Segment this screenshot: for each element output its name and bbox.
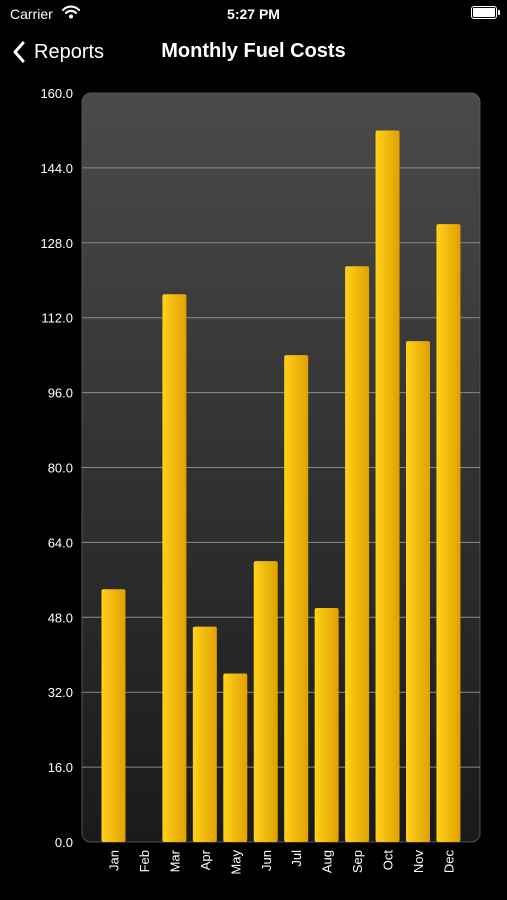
carrier-label: Carrier bbox=[10, 6, 53, 22]
bar-apr bbox=[192, 626, 217, 842]
x-tick-label-sep: Sep bbox=[350, 850, 365, 873]
y-tick-label: 128.0 bbox=[40, 236, 73, 251]
y-tick-label: 32.0 bbox=[48, 685, 73, 700]
battery-icon bbox=[471, 6, 500, 19]
x-tick-label-jun: Jun bbox=[259, 850, 274, 871]
x-tick-label-may: May bbox=[228, 850, 243, 875]
x-tick-label-jan: Jan bbox=[107, 850, 122, 871]
y-tick-label: 96.0 bbox=[48, 386, 73, 401]
x-tick-label-nov: Nov bbox=[411, 850, 426, 874]
y-tick-label: 80.0 bbox=[48, 461, 73, 476]
navigation-bar: Reports Monthly Fuel Costs bbox=[0, 30, 507, 74]
x-tick-label-dec: Dec bbox=[441, 850, 456, 874]
bar-jun bbox=[253, 561, 278, 842]
chevron-left-icon bbox=[13, 41, 25, 63]
bar-may bbox=[223, 673, 248, 842]
bar-aug bbox=[314, 607, 339, 842]
bar-mar bbox=[162, 294, 187, 842]
y-tick-label: 160.0 bbox=[40, 86, 73, 101]
bar-jul bbox=[284, 355, 309, 842]
bar-jan bbox=[101, 589, 126, 842]
y-tick-label: 16.0 bbox=[48, 760, 73, 775]
x-tick-label-oct: Oct bbox=[381, 850, 396, 871]
bar-oct bbox=[375, 130, 400, 842]
bar-nov bbox=[406, 341, 430, 842]
x-tick-label-feb: Feb bbox=[137, 850, 152, 872]
bar-dec bbox=[436, 224, 461, 842]
back-button[interactable]: Reports bbox=[12, 38, 104, 66]
y-tick-label: 64.0 bbox=[48, 535, 73, 550]
x-tick-label-aug: Aug bbox=[320, 850, 335, 873]
bar-sep bbox=[345, 266, 370, 842]
x-tick-label-mar: Mar bbox=[167, 849, 182, 872]
status-bar: Carrier 5:27 PM bbox=[0, 0, 507, 28]
y-tick-label: 0.0 bbox=[55, 835, 73, 850]
y-tick-label: 112.0 bbox=[41, 311, 73, 326]
y-tick-label: 144.0 bbox=[40, 161, 73, 176]
wifi-icon bbox=[62, 5, 80, 19]
x-tick-label-jul: Jul bbox=[289, 850, 304, 867]
status-time: 5:27 PM bbox=[227, 6, 280, 22]
back-button-label: Reports bbox=[34, 40, 105, 63]
page-title: Monthly Fuel Costs bbox=[161, 40, 346, 62]
y-tick-label: 48.0 bbox=[48, 610, 73, 625]
x-tick-label-apr: Apr bbox=[198, 849, 213, 870]
